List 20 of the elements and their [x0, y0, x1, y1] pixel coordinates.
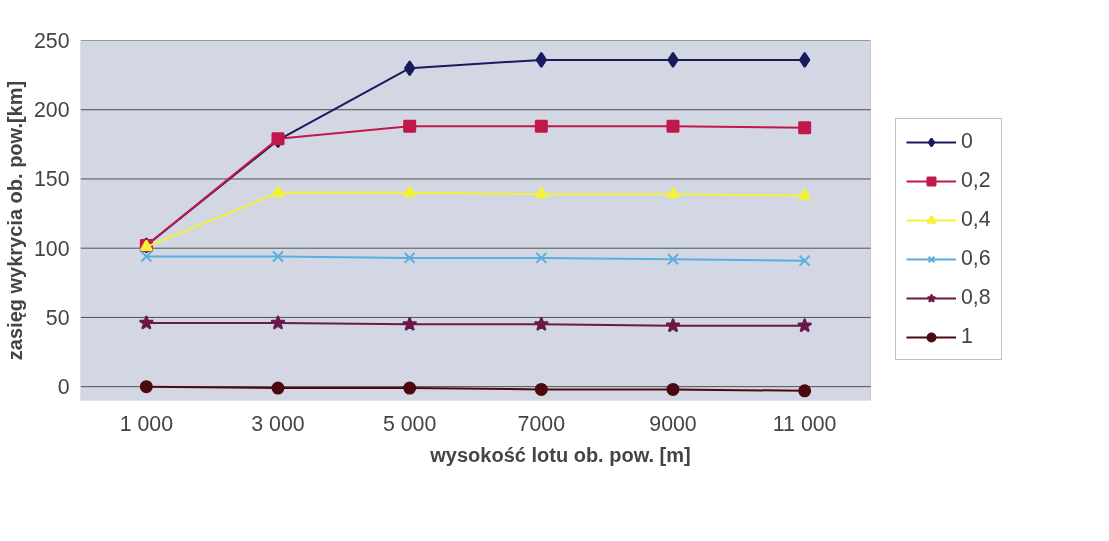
x-tick-label: 9000: [649, 411, 697, 436]
legend-label: 0,4: [961, 207, 991, 232]
y-tick-label: 100: [33, 236, 70, 261]
legend-label: 0,8: [961, 285, 991, 310]
x-tick-label: 11 000: [772, 411, 837, 436]
legend-label: 0: [961, 129, 974, 154]
y-tick-label: 0: [57, 375, 70, 400]
y-tick-label: 250: [33, 29, 70, 53]
legend-label: 0,2: [961, 168, 991, 193]
x-tick-label: 1 000: [119, 411, 174, 436]
x-axis-title: wysokość lotu ob. pow. [m]: [429, 443, 691, 466]
y-tick-label: 200: [33, 98, 70, 123]
y-tick-label: 50: [45, 305, 70, 330]
x-tick-label: 7000: [517, 411, 566, 436]
y-axis-title: zasięg wykrycia ob. pow.[km]: [3, 80, 26, 361]
x-tick-label: 3 000: [251, 411, 305, 436]
y-tick-label: 150: [33, 167, 70, 192]
legend-label: 0,6: [961, 246, 991, 271]
x-tick-label: 5 000: [382, 411, 437, 436]
legend-label: 1: [961, 324, 974, 349]
